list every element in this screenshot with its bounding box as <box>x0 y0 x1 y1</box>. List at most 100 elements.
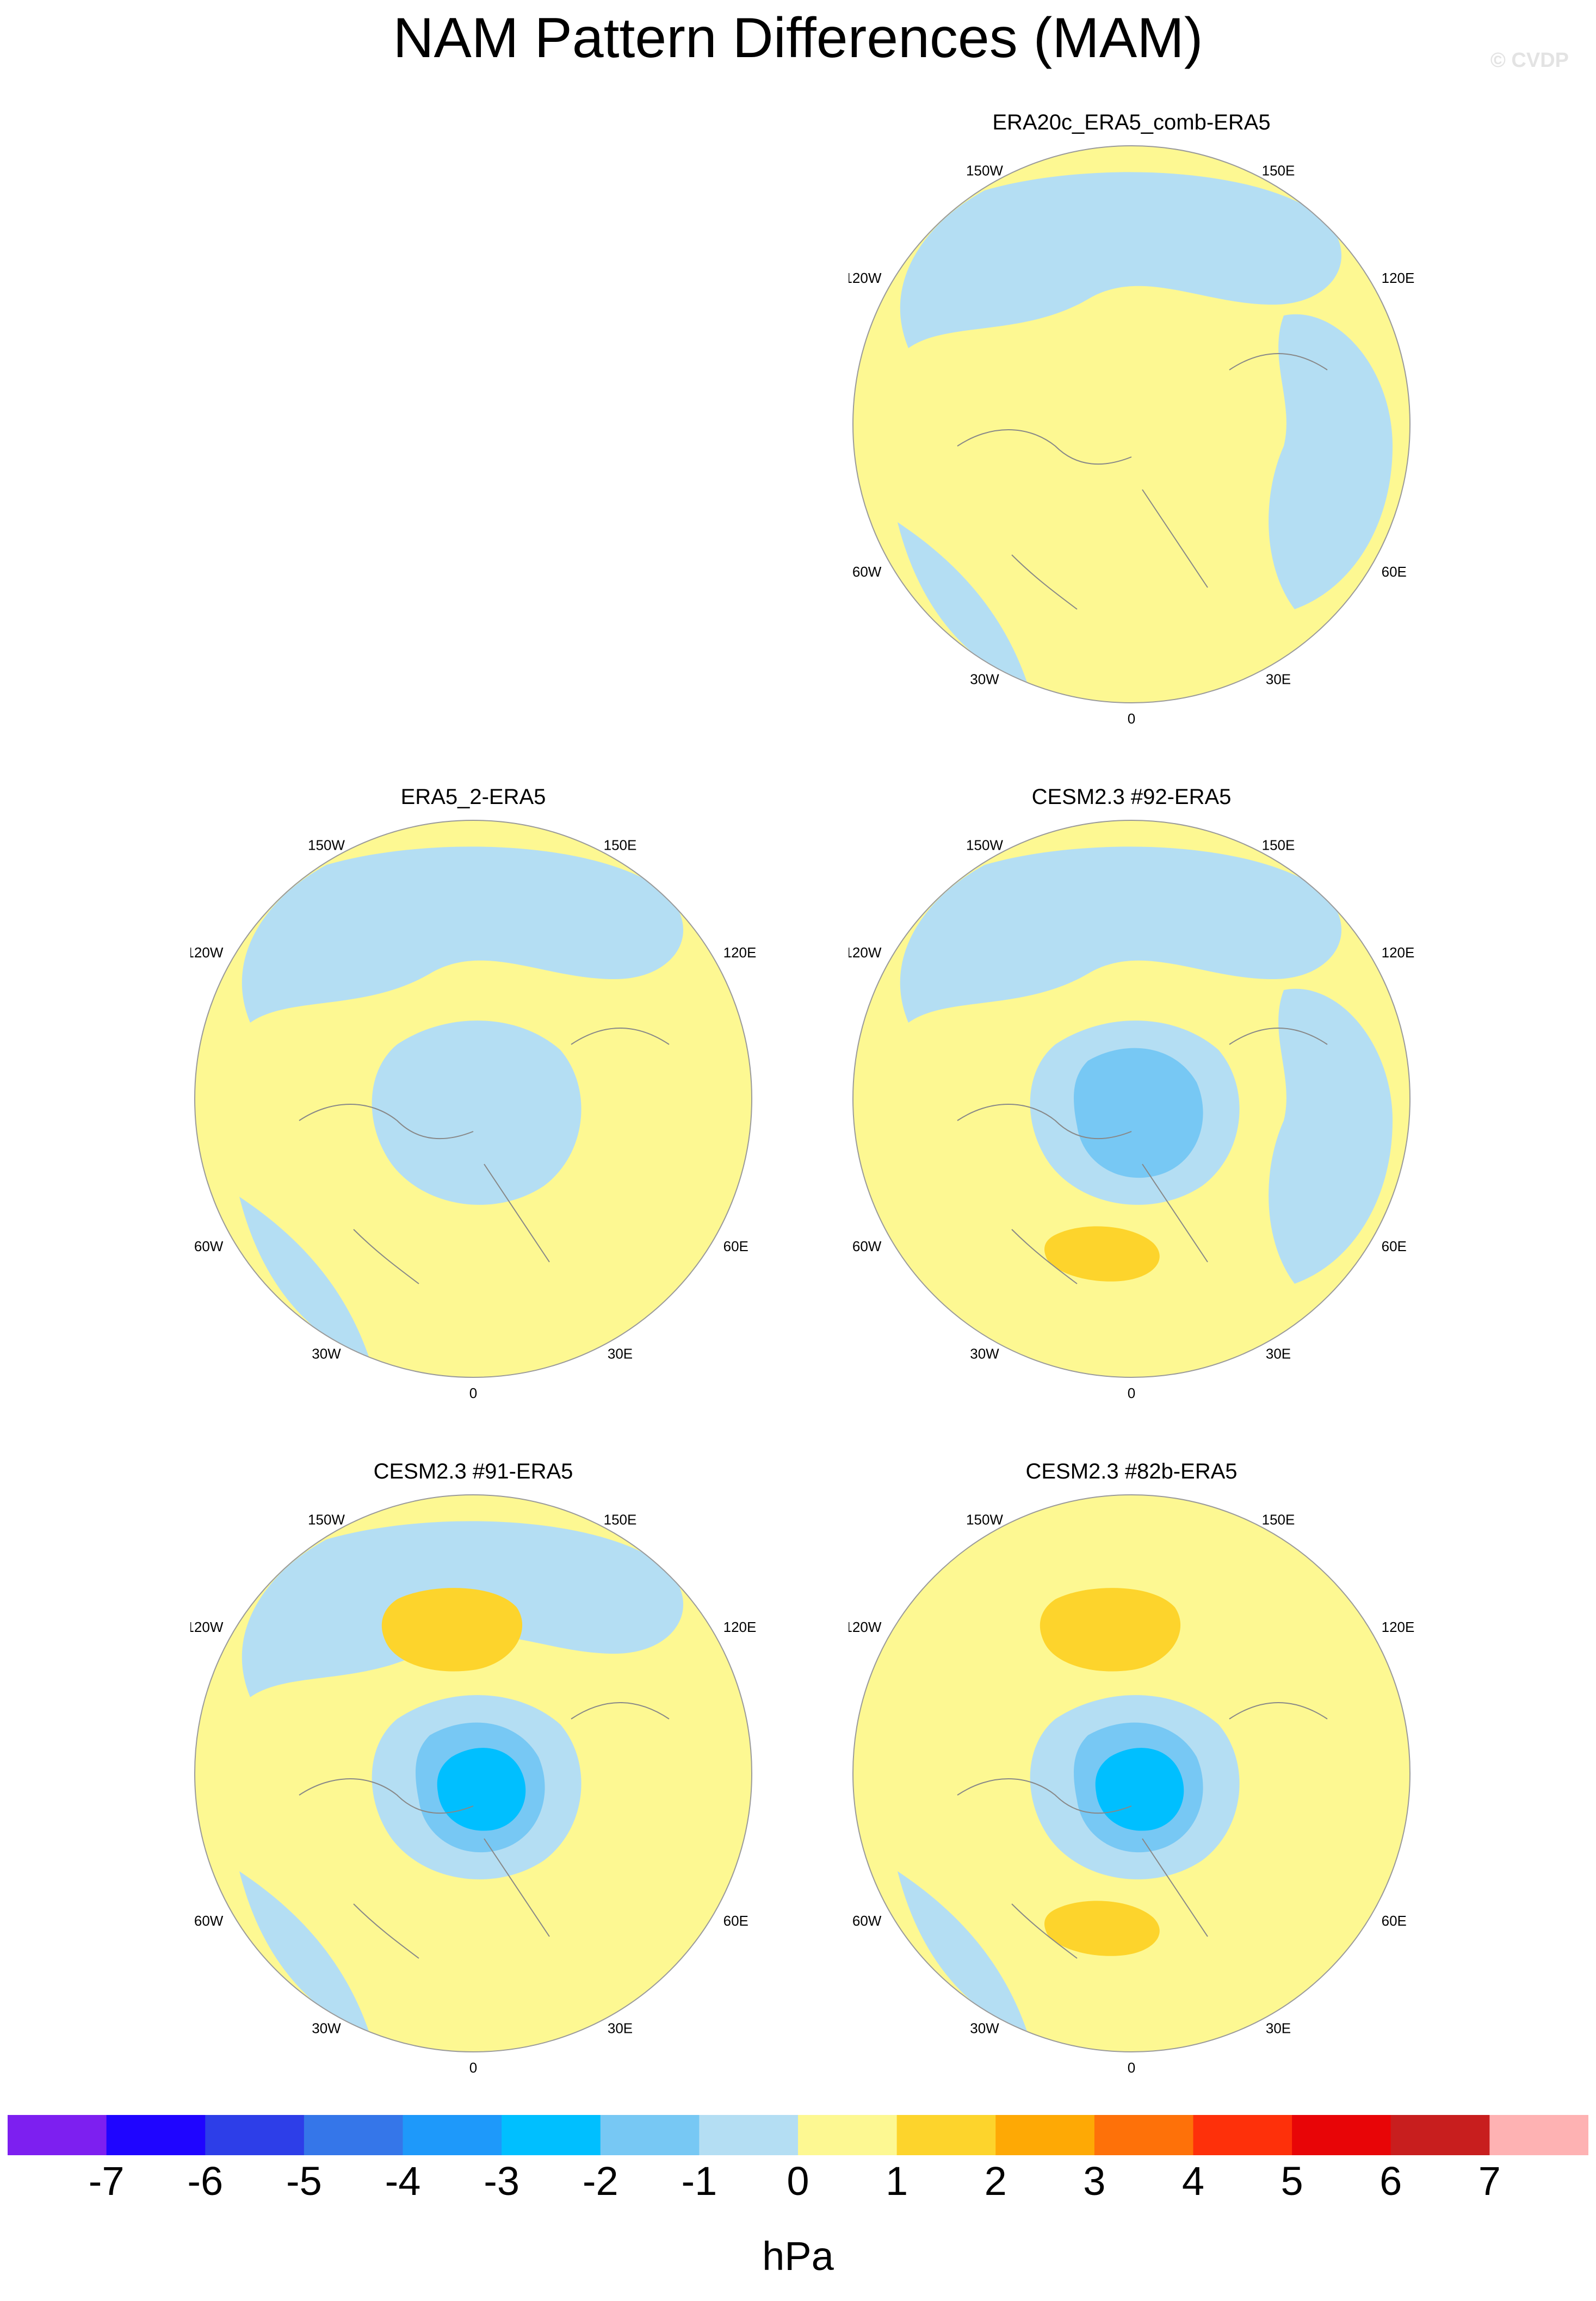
map-boundary <box>852 145 1411 703</box>
colorbar-tick-label: -4 <box>385 2158 421 2204</box>
contour-eurasia <box>1269 988 1393 1284</box>
lon-label: 0 <box>1128 2059 1135 2076</box>
lon-label: 30W <box>312 1346 341 1362</box>
lon-label: 150W <box>966 1511 1003 1527</box>
lon-label: 120W <box>849 944 882 961</box>
coastlines <box>957 1028 1328 1284</box>
lon-label: 60W <box>852 564 882 580</box>
lon-label: 60E <box>723 1238 748 1254</box>
colorbar-tick-label: -7 <box>88 2158 125 2204</box>
contour-atlantic <box>898 1871 1028 2034</box>
colorbar-swatch <box>600 2115 700 2155</box>
colorbar-swatch <box>699 2115 799 2155</box>
colorbar-tick-label: 7 <box>1478 2158 1501 2204</box>
map-boundary <box>852 820 1411 1378</box>
colorbar-swatch <box>1193 2115 1292 2155</box>
lon-label: 120W <box>190 1619 224 1635</box>
main-title: NAM Pattern Differences (MAM) <box>393 7 1203 70</box>
lon-label: 30E <box>1266 671 1291 688</box>
lon-label: 120E <box>1382 1619 1414 1635</box>
lon-label: 150W <box>308 837 345 853</box>
colorbar-swatch <box>304 2115 403 2155</box>
colorbar-tick-label: -5 <box>286 2158 322 2204</box>
colorbar-swatch <box>1489 2115 1588 2155</box>
watermark: © CVDP <box>1490 49 1569 72</box>
polar-map: 180150E120E90E60E30E030W60W90W120W150W <box>190 1494 756 2076</box>
lon-label: 120E <box>1382 944 1414 961</box>
colorbar-swatch <box>205 2115 305 2155</box>
colorbar-tick-label: 1 <box>886 2158 908 2204</box>
contour-pacific <box>242 846 684 1023</box>
lon-label: 30E <box>1266 1346 1291 1362</box>
polar-map: 180150E120E90E60E30E030W60W90W120W150W <box>849 145 1414 727</box>
polar-map: 180150E120E90E60E30E030W60W90W120W150W <box>849 820 1414 1401</box>
colorbar-swatch <box>8 2115 107 2155</box>
lon-label: 60W <box>194 1238 224 1254</box>
lon-label: 150E <box>1262 162 1295 178</box>
contour-core <box>1074 1048 1203 1178</box>
lon-label: 0 <box>1128 1385 1135 1401</box>
lon-label: 0 <box>469 1385 477 1401</box>
colorbar-tick-label: 0 <box>787 2158 809 2204</box>
lon-label: 30W <box>312 2020 341 2037</box>
colorbar-swatch <box>798 2115 898 2155</box>
lon-label: 120W <box>849 270 882 286</box>
panel-cesm23-82b: CESM2.3 #82b-ERA5 180150E120E90E60E30E03… <box>849 1458 1414 2083</box>
contour-atlantic <box>239 1197 370 1360</box>
map-boundary <box>194 820 752 1378</box>
colorbar-swatch <box>106 2115 206 2155</box>
colorbar-tick-label: 6 <box>1380 2158 1402 2204</box>
colorbar-swatch <box>1094 2115 1193 2155</box>
contour-pacific <box>900 846 1342 1023</box>
lon-label: 30E <box>608 1346 633 1362</box>
colorbar-swatch <box>995 2115 1095 2155</box>
coastlines <box>299 1028 670 1284</box>
lon-label: 120E <box>723 944 756 961</box>
lon-label: 120E <box>1382 270 1414 286</box>
contour-atlantic-pos <box>1044 1901 1160 1956</box>
panel-title: CESM2.3 #82b-ERA5 <box>1025 1459 1238 1483</box>
colorbar-tick-label: 3 <box>1083 2158 1106 2204</box>
lon-label: 30E <box>608 2020 633 2037</box>
lon-label: 0 <box>1128 710 1135 727</box>
lon-label: 60E <box>1382 1913 1407 1929</box>
lon-label: 150E <box>604 1511 637 1527</box>
contour-pacific-pos <box>381 1588 523 1672</box>
lon-label: 60E <box>723 1913 748 1929</box>
lon-label: 60E <box>1382 1238 1407 1254</box>
panel-era20c-era5-comb: ERA20c_ERA5_comb-ERA5 180150E120E90E60E3… <box>849 109 1414 734</box>
lon-label: 60W <box>852 1913 882 1929</box>
panel-title: CESM2.3 #92-ERA5 <box>1031 785 1232 809</box>
panel-cesm23-91: CESM2.3 #91-ERA5 180150E120E90E60E30E030… <box>190 1458 756 2083</box>
lon-label: 60E <box>1382 564 1407 580</box>
coastlines <box>957 1702 1328 1959</box>
panel-title: CESM2.3 #91-ERA5 <box>373 1459 573 1483</box>
lon-label: 150E <box>604 837 637 853</box>
lon-label: 30W <box>970 2020 999 2037</box>
colorbar-tick-label: 5 <box>1280 2158 1303 2204</box>
contour-eurasia <box>1269 314 1393 609</box>
lon-label: 30E <box>1266 2020 1291 2037</box>
colorbar-tick-label: -2 <box>582 2158 618 2204</box>
lon-label: 30W <box>970 671 999 688</box>
lon-label: 120W <box>849 1619 882 1635</box>
contour-pacific <box>900 172 1342 348</box>
colorbar-swatch <box>502 2115 601 2155</box>
contour-atlantic <box>898 522 1028 685</box>
panel-title: ERA20c_ERA5_comb-ERA5 <box>992 110 1271 134</box>
contour-atlantic-pos <box>1044 1226 1160 1282</box>
polar-map: 180150E120E90E60E30E030W60W90W120W150W <box>849 1494 1414 2076</box>
coastlines <box>299 1702 670 1959</box>
colorbar-tick-label: 2 <box>984 2158 1007 2204</box>
lon-label: 150W <box>966 837 1003 853</box>
panel-era5-2: ERA5_2-ERA5 180150E120E90E60E30E030W60W9… <box>190 783 756 1409</box>
colorbar-swatch <box>1390 2115 1490 2155</box>
polar-map: 180150E120E90E60E30E030W60W90W120W150W <box>190 820 756 1401</box>
map-boundary <box>852 1494 1411 2052</box>
colorbar-tick-label: 4 <box>1181 2158 1205 2204</box>
colorbar-tick-label: -6 <box>187 2158 224 2204</box>
colorbar-tick-label: -1 <box>681 2158 717 2204</box>
colorbar-swatch <box>403 2115 502 2155</box>
lon-label: 0 <box>469 2059 477 2076</box>
colorbar-swatch <box>896 2115 996 2155</box>
